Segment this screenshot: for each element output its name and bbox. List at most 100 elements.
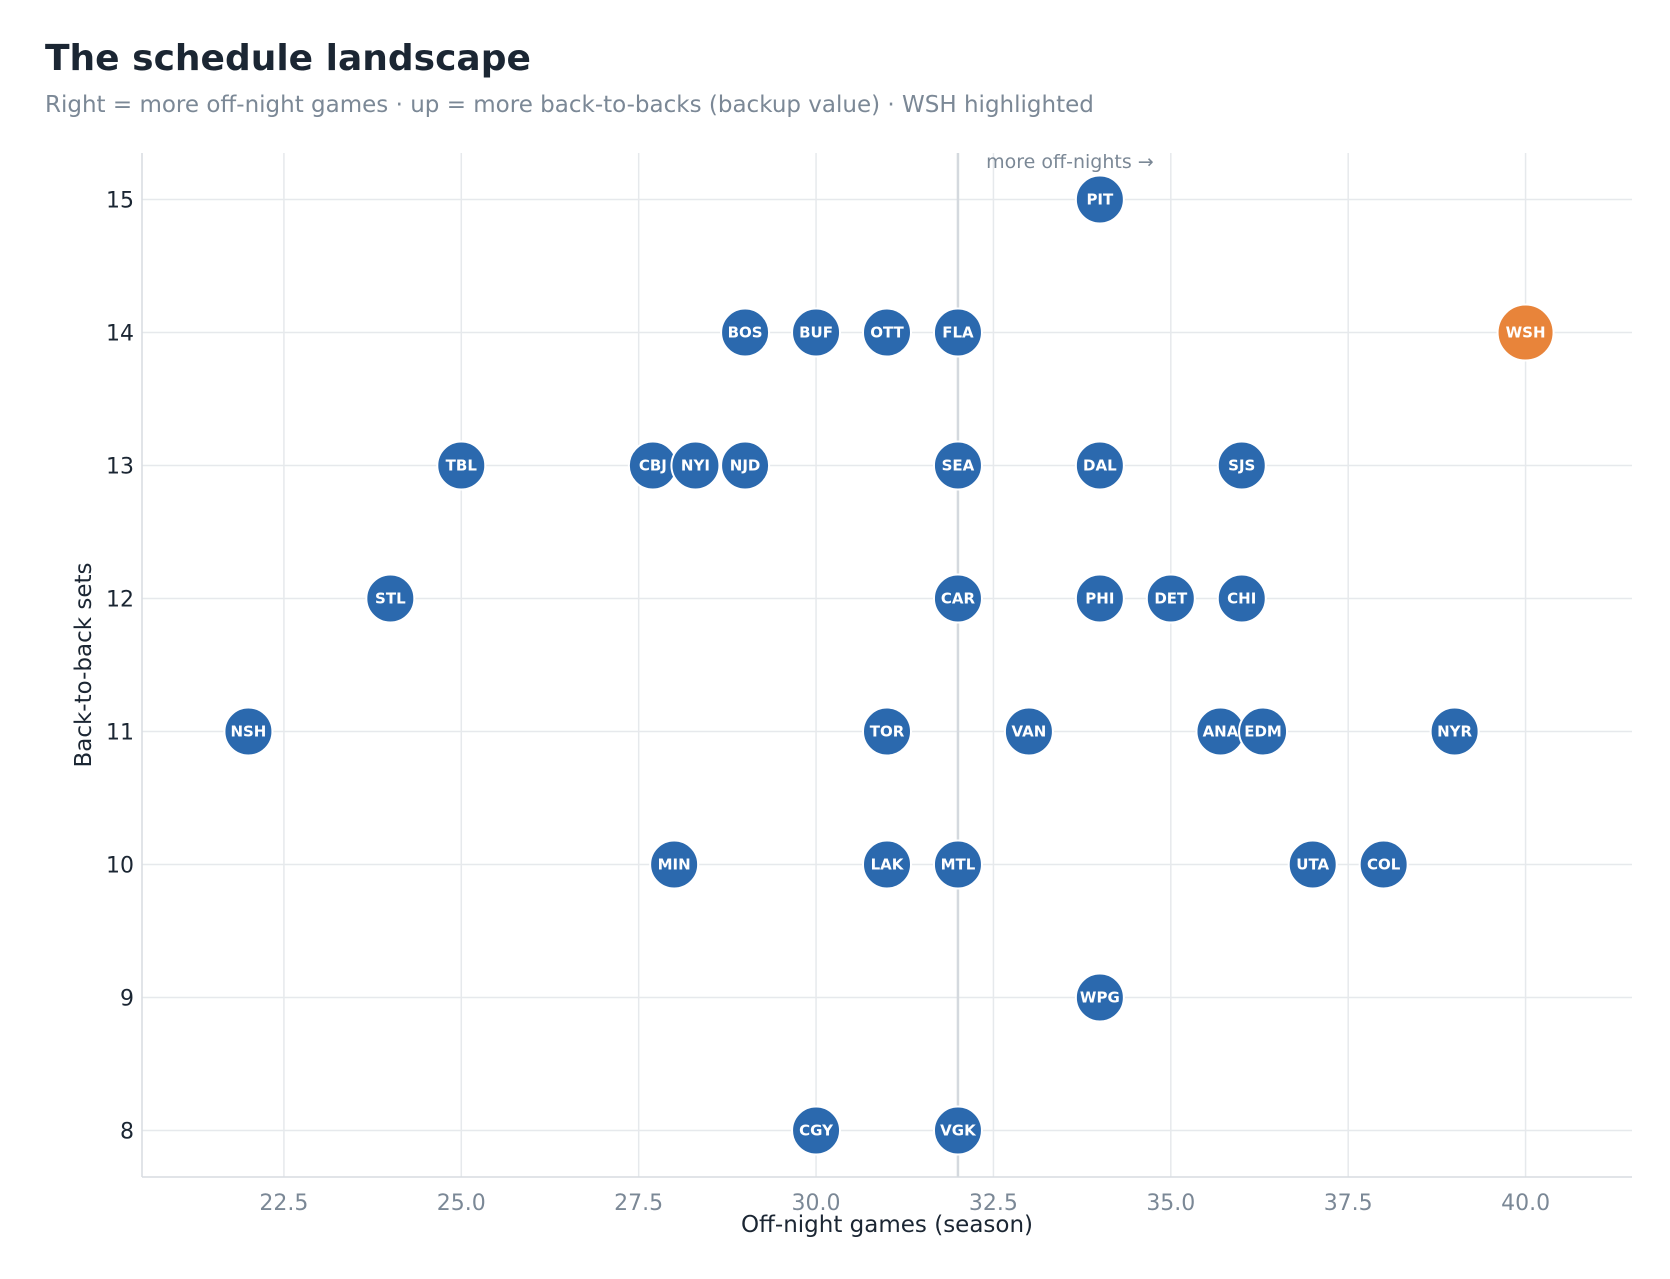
point-col: COL (1358, 839, 1409, 890)
point-marker (862, 706, 912, 757)
point-njd: NJD (720, 440, 771, 491)
point-marker (436, 440, 487, 491)
point-label: VAN (1012, 722, 1047, 740)
point-vgk: VGK (932, 1105, 983, 1156)
point-marker (862, 307, 912, 358)
point-marker (223, 706, 274, 757)
point-label: SEA (942, 457, 975, 475)
point-wsh: WSH (1496, 303, 1555, 362)
point-marker (1216, 573, 1267, 624)
x-tick-label: 30.0 (792, 1191, 841, 1216)
point-label: NYR (1437, 722, 1472, 740)
point-label: MIN (658, 855, 691, 873)
point-uta: UTA (1287, 839, 1338, 890)
x-axis-label: Off-night games (season) (741, 1212, 1033, 1238)
point-marker (1287, 839, 1338, 890)
point-label: LAK (871, 855, 905, 873)
point-label: CAR (941, 590, 976, 608)
x-tick-label: 40.0 (1501, 1191, 1550, 1216)
point-marker (1003, 706, 1054, 757)
chart-title: The schedule landscape (45, 38, 531, 79)
point-marker (1074, 440, 1125, 491)
point-marker (932, 573, 983, 624)
point-label: MTL (941, 855, 976, 873)
axes (141, 153, 1632, 1178)
point-ott: OTT (862, 307, 912, 358)
point-label: WSH (1506, 324, 1546, 342)
point-nyi: NYI (670, 440, 721, 491)
annotation: more off-nights → (986, 151, 1154, 173)
point-min: MIN (649, 839, 700, 890)
point-lak: LAK (862, 839, 912, 890)
x-tick-label: 27.5 (614, 1191, 663, 1216)
point-sjs: SJS (1216, 440, 1267, 491)
point-marker (791, 307, 842, 358)
point-mtl: MTL (932, 839, 983, 890)
point-marker (1216, 440, 1267, 491)
point-marker (1496, 303, 1555, 362)
point-det: DET (1145, 573, 1196, 624)
chart-subtitle: Right = more off-night games · up = more… (45, 92, 1094, 118)
point-marker (670, 440, 721, 491)
y-tick-label: 14 (106, 322, 134, 347)
point-marker (932, 839, 983, 890)
point-label: ANA (1203, 722, 1239, 740)
y-tick-label: 11 (106, 720, 134, 745)
point-marker (1074, 573, 1125, 624)
point-stl: STL (365, 573, 416, 624)
point-label: NJD (730, 457, 761, 475)
x-tick-label: 32.5 (969, 1191, 1018, 1216)
point-marker (649, 839, 700, 890)
y-axis-label: Back-to-back sets (71, 562, 97, 767)
point-label: PHI (1085, 590, 1114, 608)
point-fla: FLA (932, 307, 983, 358)
x-tick-label: 35.0 (1146, 1191, 1195, 1216)
point-marker (932, 307, 983, 358)
point-marker (1238, 706, 1289, 757)
point-label: OTT (870, 324, 904, 342)
point-marker (720, 307, 771, 358)
point-label: CBJ (639, 457, 667, 475)
point-label: EDM (1244, 722, 1282, 740)
x-tick-label: 22.5 (259, 1191, 308, 1216)
point-marker (365, 573, 416, 624)
point-tbl: TBL (436, 440, 487, 491)
point-marker (1074, 972, 1125, 1023)
point-label: VGK (940, 1121, 977, 1139)
point-marker (1145, 573, 1196, 624)
point-label: CGY (799, 1121, 834, 1139)
point-marker (720, 440, 771, 491)
point-label: DAL (1083, 457, 1117, 475)
point-marker (932, 440, 983, 491)
point-wpg: WPG (1074, 972, 1125, 1023)
point-label: STL (375, 590, 406, 608)
x-tick-label: 37.5 (1324, 1191, 1373, 1216)
point-marker (1074, 174, 1125, 225)
point-nyr: NYR (1429, 706, 1480, 757)
point-phi: PHI (1074, 573, 1125, 624)
point-pit: PIT (1074, 174, 1125, 225)
point-marker (791, 1105, 842, 1156)
point-marker (862, 839, 912, 890)
y-tick-label: 9 (120, 986, 134, 1011)
point-cbj: CBJ (627, 440, 678, 491)
data-points: PIT BOS BUF OTT FLA WSH TBL CBJ NYI NJD SEA DAL SJS S… (223, 174, 1555, 1156)
x-tick-label: 25.0 (437, 1191, 486, 1216)
point-label: DET (1154, 590, 1188, 608)
point-dal: DAL (1074, 440, 1125, 491)
grid-lines (142, 153, 1632, 1177)
point-label: TOR (870, 722, 905, 740)
point-edm: EDM (1238, 706, 1289, 757)
point-label: WPG (1080, 988, 1120, 1006)
tick-labels: 22.5 25.0 27.5 30.0 32.5 35.0 37.5 40.0 8 9 10 11 12… (106, 189, 1550, 1216)
point-tor: TOR (862, 706, 912, 757)
point-label: COL (1367, 855, 1401, 873)
point-label: BUF (799, 324, 833, 342)
point-label: UTA (1296, 855, 1329, 873)
point-label: NSH (230, 722, 266, 740)
y-tick-label: 13 (106, 455, 134, 480)
point-buf: BUF (791, 307, 842, 358)
y-tick-label: 15 (106, 189, 134, 214)
y-tick-label: 12 (106, 588, 134, 613)
